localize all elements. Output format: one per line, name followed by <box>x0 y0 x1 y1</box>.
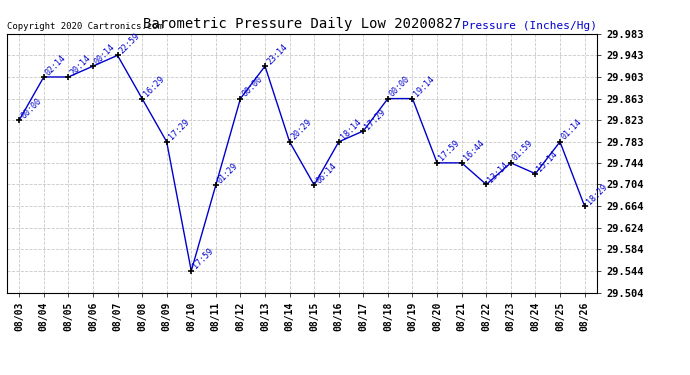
Text: 00:14: 00:14 <box>93 42 117 66</box>
Text: 16:44: 16:44 <box>462 139 486 163</box>
Text: 17:29: 17:29 <box>364 107 387 131</box>
Text: 01:29: 01:29 <box>216 161 240 185</box>
Text: 17:29: 17:29 <box>167 118 190 142</box>
Text: 19:14: 19:14 <box>413 75 437 99</box>
Text: 20:29: 20:29 <box>290 118 314 142</box>
Text: 23:14: 23:14 <box>265 42 289 66</box>
Text: 20:14: 20:14 <box>68 53 92 77</box>
Text: Copyright 2020 Cartronics.com: Copyright 2020 Cartronics.com <box>7 22 163 31</box>
Text: 22:59: 22:59 <box>117 32 141 56</box>
Text: Pressure (Inches/Hg): Pressure (Inches/Hg) <box>462 21 597 31</box>
Text: 00:00: 00:00 <box>19 96 43 120</box>
Text: 01:14: 01:14 <box>560 118 584 142</box>
Text: 02:14: 02:14 <box>43 53 68 77</box>
Text: 06:14: 06:14 <box>314 161 338 185</box>
Title: Barometric Pressure Daily Low 20200827: Barometric Pressure Daily Low 20200827 <box>143 17 461 31</box>
Text: 18:14: 18:14 <box>339 118 363 142</box>
Text: 16:29: 16:29 <box>142 75 166 99</box>
Text: 15:14: 15:14 <box>535 150 560 174</box>
Text: 01:59: 01:59 <box>511 139 535 163</box>
Text: 00:00: 00:00 <box>240 75 264 99</box>
Text: 13:14: 13:14 <box>486 160 511 184</box>
Text: 17:59: 17:59 <box>437 139 461 163</box>
Text: 00:00: 00:00 <box>388 75 412 99</box>
Text: 17:59: 17:59 <box>191 247 215 271</box>
Text: 18:29: 18:29 <box>584 182 609 206</box>
